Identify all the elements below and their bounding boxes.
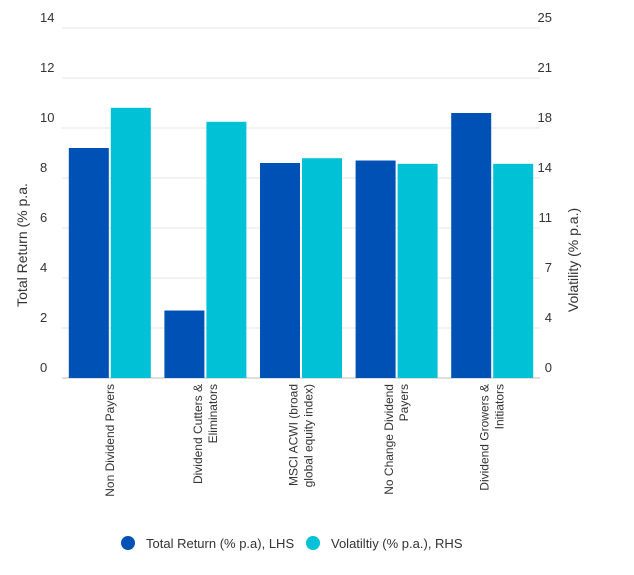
legend-label: Total Return (% p.a), LHS — [146, 536, 294, 551]
category-label: Non Dividend Payers — [103, 384, 117, 497]
category-labels: Non Dividend Payers Dividend Cutters &Eli… — [103, 384, 507, 497]
bar-total-return — [164, 310, 205, 378]
y-tick-right: 0 — [545, 360, 552, 375]
y-tick-left: 2 — [40, 310, 47, 325]
bar-total-return — [68, 148, 109, 378]
bar-volatility — [397, 163, 438, 378]
bars — [68, 107, 534, 379]
category-label: Dividend Cutters &Eliminators — [191, 384, 220, 484]
y-tick-right: 25 — [538, 10, 552, 25]
y-tick-left: 0 — [40, 360, 47, 375]
y-axis-title-left: Total Return (% p.a. — [14, 183, 30, 307]
category-label: MSCI ACWI (broadglobal equity index) — [287, 384, 316, 487]
right-axis-ticks: 0 4 7 11 14 18 21 25 — [538, 10, 552, 375]
y-tick-right: 18 — [538, 110, 552, 125]
left-axis-ticks: 0 2 4 6 8 10 12 14 — [40, 10, 54, 375]
y-tick-left: 8 — [40, 160, 47, 175]
category-label: Dividend Growers &Initiators — [478, 384, 507, 491]
bar-volatility — [493, 163, 534, 378]
legend: Total Return (% p.a), LHS Volatiltiy (% p… — [121, 536, 463, 551]
y-tick-right: 14 — [538, 160, 552, 175]
y-tick-left: 14 — [40, 10, 54, 25]
y-tick-left: 6 — [40, 210, 47, 225]
y-tick-right: 11 — [539, 210, 553, 225]
bar-total-return — [451, 113, 492, 378]
bar-total-return — [260, 163, 300, 378]
legend-swatch — [121, 536, 135, 550]
y-tick-right: 4 — [545, 310, 552, 325]
y-tick-right: 21 — [538, 60, 552, 75]
y-tick-left: 12 — [40, 60, 54, 75]
bar-volatility — [110, 107, 151, 379]
category-label: No Change DividendPayers — [382, 384, 411, 495]
y-tick-left: 4 — [40, 260, 47, 275]
bar-total-return — [355, 160, 396, 378]
bar-volatility — [302, 158, 342, 378]
legend-label: Volatiltiy (% p.a.), RHS — [331, 536, 463, 551]
y-tick-right: 7 — [545, 260, 552, 275]
y-axis-title-right: Volatility (% p.a.) — [565, 208, 581, 312]
y-tick-left: 10 — [40, 110, 54, 125]
bar-volatility — [206, 121, 247, 379]
legend-swatch — [306, 536, 320, 550]
